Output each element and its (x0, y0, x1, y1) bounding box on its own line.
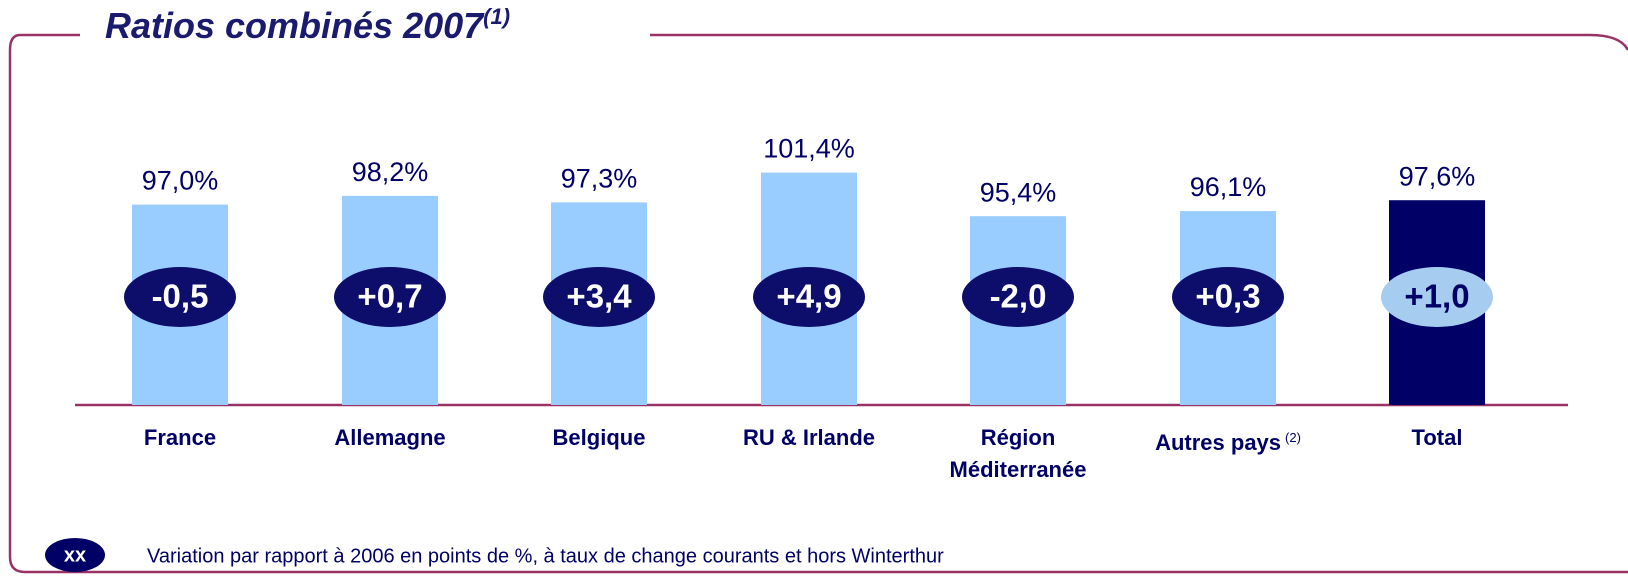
variation-label: +3,4 (566, 278, 632, 315)
category-text: France (143, 425, 217, 450)
x-tick-label: Belgique (504, 422, 694, 454)
value-label: 97,3% (561, 164, 638, 194)
variation-badge (334, 267, 446, 327)
value-label: 98,2% (352, 157, 429, 187)
x-tick-label: RU & Irlande (714, 422, 904, 454)
variation-label: +4,9 (776, 278, 841, 315)
category-text: Belgique (552, 425, 646, 450)
value-label: 95,4% (980, 177, 1057, 207)
category-text: RU & Irlande (742, 425, 876, 450)
category-text: Autres pays (1155, 430, 1282, 455)
variation-label: -2,0 (990, 278, 1047, 315)
variation-badge (124, 267, 236, 327)
legend-symbol: xx (64, 544, 86, 566)
title-text: Ratios combinés 2007 (105, 5, 485, 46)
variation-label: +0,3 (1195, 278, 1260, 315)
variation-badge (1172, 267, 1284, 327)
x-tick-label: Allemagne (295, 422, 485, 454)
value-label: 101,4% (763, 134, 855, 164)
category-text: Total (1411, 425, 1463, 450)
category-text: Région Méditerranée (949, 425, 1087, 482)
variation-label: +1,0 (1404, 278, 1469, 315)
legend-text: Variation par rapport à 2006 en points d… (147, 545, 944, 567)
x-tick-label: Autres pays (2) (1133, 422, 1323, 459)
x-tick-label: Total (1342, 422, 1532, 454)
x-tick-label: Région Méditerranée (923, 422, 1113, 486)
x-tick-label: France (85, 422, 275, 454)
variation-badge (1381, 267, 1493, 327)
value-label: 97,6% (1399, 161, 1476, 191)
frame (8, 33, 1628, 574)
variation-badge (962, 267, 1074, 327)
variation-label: +0,7 (357, 278, 422, 315)
variation-label: -0,5 (152, 278, 209, 315)
value-label: 97,0% (142, 166, 219, 196)
value-label: 96,1% (1190, 172, 1267, 202)
variation-badge (753, 267, 865, 327)
category-note: (2) (1285, 430, 1301, 445)
category-text: Allemagne (334, 425, 446, 450)
variation-badge (543, 267, 655, 327)
title-note: (1) (483, 4, 510, 29)
legend-symbol-bg (45, 538, 105, 572)
chart-title: Ratios combinés 2007(1) (105, 4, 510, 46)
